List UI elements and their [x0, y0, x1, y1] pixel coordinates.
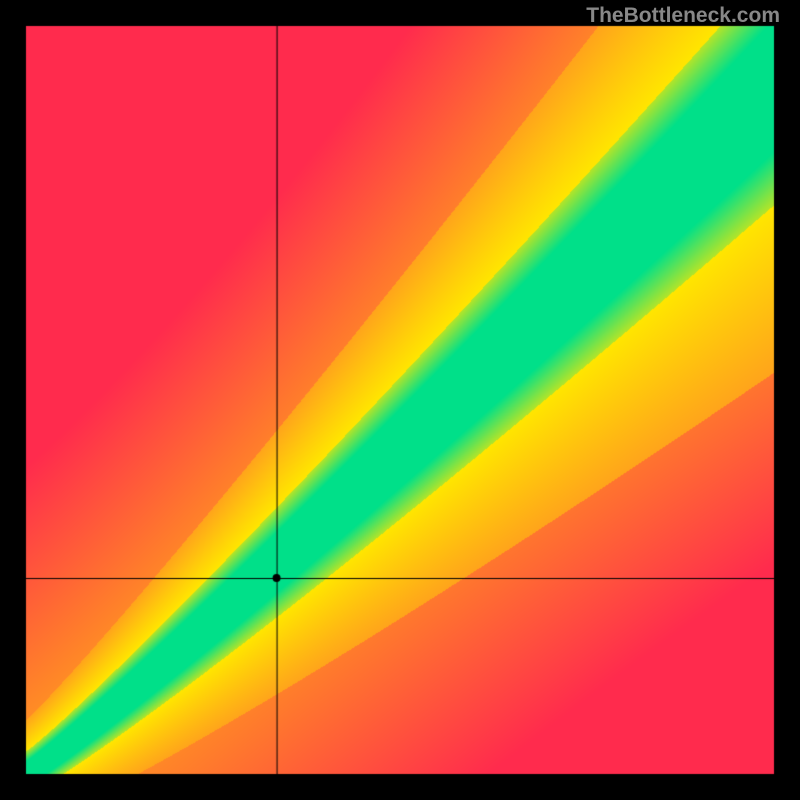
- chart-container: TheBottleneck.com: [0, 0, 800, 800]
- bottleneck-heatmap: [0, 0, 800, 800]
- watermark-text: TheBottleneck.com: [586, 4, 780, 28]
